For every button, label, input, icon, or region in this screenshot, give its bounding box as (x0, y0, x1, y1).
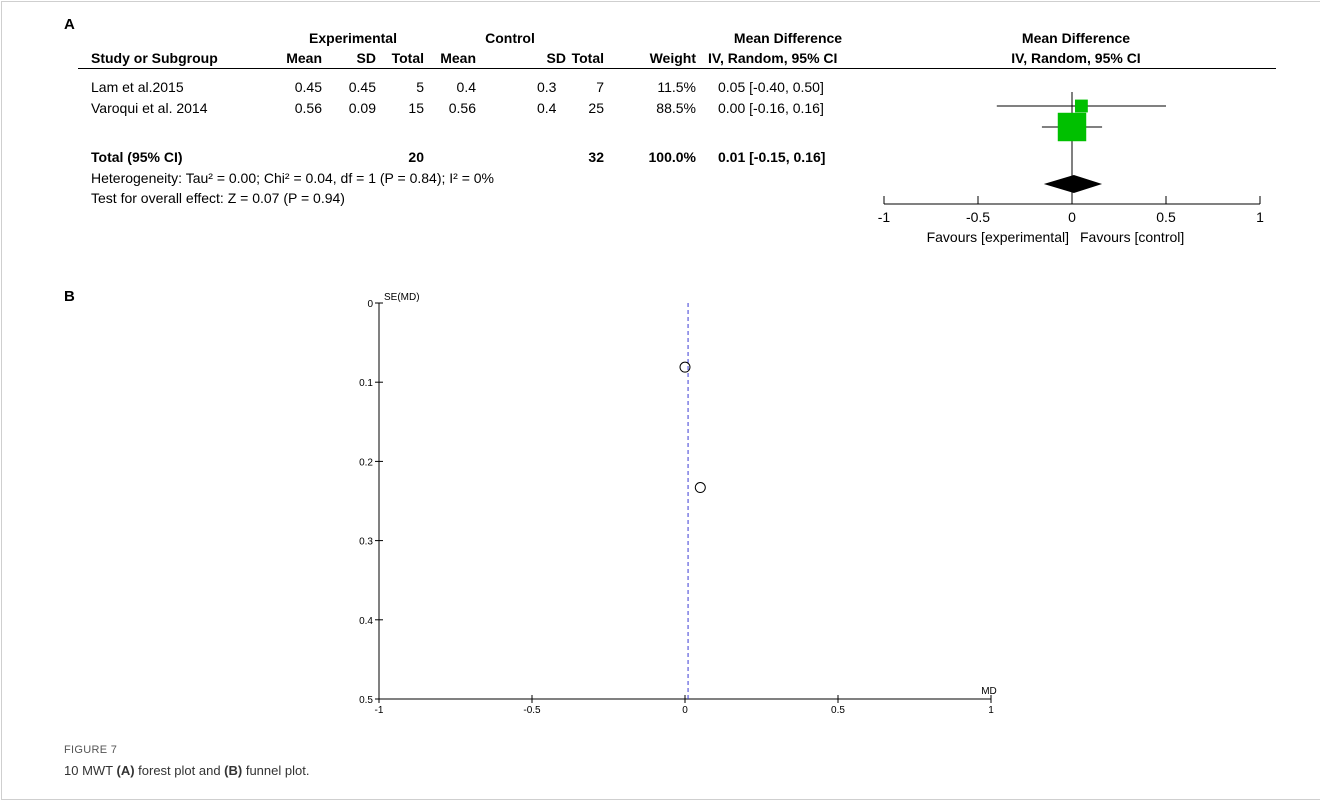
col-ctl-mean: Mean (440, 50, 476, 66)
exp-total-cell: 5 (416, 79, 424, 95)
overall-effect-text: Test for overall effect: Z = 0.07 (P = 0… (91, 190, 345, 206)
heterogeneity-text: Heterogeneity: Tau² = 0.00; Chi² = 0.04,… (91, 170, 494, 186)
y-tick-label: 0.2 (359, 457, 373, 468)
study-name: Varoqui et al. 2014 (91, 100, 208, 116)
ctl-sd-cell: 0.4 (537, 100, 557, 116)
funnel-plot: 00.10.20.30.40.5-1 -0.5 0 0.5 1SE(MD)MD (359, 292, 997, 716)
y-tick-label: 0.5 (359, 695, 373, 706)
caption-suffix: funnel plot. (242, 763, 310, 778)
ci-cell: 0.00 [-0.16, 0.16] (718, 100, 824, 116)
figure-caption: 10 MWT (A) forest plot and (B) funnel pl… (64, 763, 309, 778)
ctl-total-cell: 25 (588, 100, 604, 116)
caption-b-label: (B) (224, 763, 243, 778)
col-ctl-total: Total (571, 50, 604, 66)
col-weight: Weight (649, 50, 696, 66)
weight-cell: 88.5% (656, 100, 696, 116)
y-tick-label: 0.4 (359, 616, 373, 627)
total-label: Total (95% CI) (91, 149, 183, 165)
study-name: Lam et al.2015 (91, 79, 184, 95)
panel-a-label: A (64, 16, 75, 33)
ctl-total-cell: 7 (596, 79, 604, 95)
exp-mean-cell: 0.56 (294, 100, 322, 116)
plot-subtitle: IV, Random, 95% CI (1011, 50, 1141, 66)
total-exp: 20 (408, 149, 424, 165)
favours-right: Favours [control] (1080, 229, 1184, 245)
study-point (694, 482, 706, 494)
figure-tag: FIGURE 7 (64, 744, 118, 756)
mean-difference-header: Mean Difference (733, 30, 843, 46)
y-tick-label: 0.1 (359, 378, 373, 389)
forest-plot: -1 -0.5 0 0.5 1 Favours [experimental] Favours… (878, 92, 1264, 245)
plot-title: Mean Difference (1021, 30, 1131, 46)
caption-a-label: (A) (116, 763, 135, 778)
total-ctl: 32 (588, 149, 604, 165)
x-tick-label: -1 (375, 705, 384, 716)
total-ci: 0.01 [-0.15, 0.16] (718, 149, 826, 165)
x-tick-label: -0.5 (966, 209, 990, 225)
caption-prefix: 10 MWT (64, 763, 117, 778)
exp-total-cell: 15 (408, 100, 424, 116)
control-header: Control (485, 30, 535, 46)
x-tick-label: 0.5 (831, 705, 845, 716)
col-ci: IV, Random, 95% CI (708, 50, 838, 66)
weight-cell: 11.5% (657, 79, 696, 95)
total-weight: 100.0% (648, 149, 696, 165)
ci-cell: 0.05 [-0.40, 0.50] (718, 79, 824, 95)
exp-sd-cell: 0.09 (348, 100, 376, 116)
study-box (1074, 99, 1088, 113)
x-tick-label: 0 (682, 705, 688, 716)
exp-sd-cell: 0.45 (348, 79, 376, 95)
total-diamond (1043, 175, 1103, 193)
ctl-mean-cell: 0.4 (456, 79, 476, 95)
x-tick-label: 0 (1068, 209, 1076, 225)
col-ctl-sd: SD (546, 50, 566, 66)
ctl-mean-cell: 0.56 (448, 100, 476, 116)
ctl-sd-cell: 0.3 (537, 79, 557, 95)
study-point (679, 361, 691, 373)
y-tick-label: 0 (367, 299, 373, 310)
x-tick-label: -1 (878, 209, 891, 225)
study-box (1057, 112, 1087, 142)
x-axis-label: MD (981, 686, 997, 697)
x-tick-label: -0.5 (523, 705, 541, 716)
col-exp-mean: Mean (286, 50, 322, 66)
col-exp-total: Total (391, 50, 424, 66)
x-tick-label: 1 (1256, 209, 1264, 225)
exp-mean-cell: 0.45 (294, 79, 322, 95)
x-tick-label: 1 (988, 705, 994, 716)
y-tick-label: 0.3 (359, 537, 373, 548)
header-rule (78, 68, 1276, 69)
col-study: Study or Subgroup (91, 50, 218, 66)
caption-middle: forest plot and (134, 763, 225, 778)
x-tick-label: 0.5 (1156, 209, 1176, 225)
y-axis-label: SE(MD) (384, 292, 420, 303)
experimental-header: Experimental (309, 30, 397, 46)
favours-left: Favours [experimental] (927, 229, 1069, 245)
col-exp-sd: SD (356, 50, 376, 66)
panel-b-label: B (64, 288, 75, 305)
